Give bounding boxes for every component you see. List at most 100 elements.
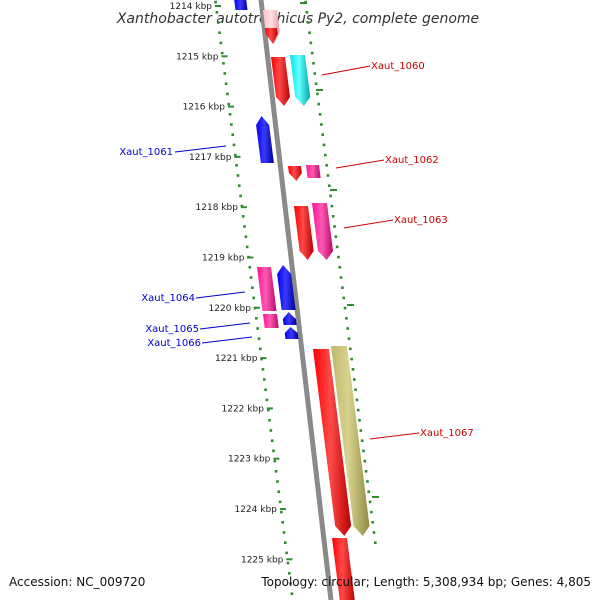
plus-track-dot xyxy=(341,286,344,289)
feature-xaut-1060-red[interactable] xyxy=(271,57,290,106)
ruler-dot xyxy=(256,327,259,330)
feature-xaut-1064-blue[interactable] xyxy=(277,265,296,310)
ruler-dot xyxy=(239,194,242,198)
plus-track-dot xyxy=(320,123,323,126)
leader-line-g1065 xyxy=(199,322,251,330)
plus-track-dot xyxy=(371,521,374,524)
plus-track-dot xyxy=(360,439,364,442)
feature-blue-top[interactable] xyxy=(234,0,248,10)
gene-label-g1064[interactable]: Xaut_1064 xyxy=(141,293,195,304)
ruler-dot xyxy=(214,0,217,4)
ruler-dot xyxy=(255,317,258,320)
feature-xaut-1065-blue[interactable] xyxy=(282,312,297,325)
plus-track-dot xyxy=(354,388,357,391)
gene-label-g1065[interactable]: Xaut_1065 xyxy=(145,324,199,335)
ruler-dot xyxy=(215,11,219,14)
plus-track-dot xyxy=(329,194,332,198)
ruler-dot xyxy=(237,184,241,187)
plus-track-dot xyxy=(325,164,328,167)
plus-track-dot xyxy=(355,398,359,402)
plus-track-dot xyxy=(306,21,310,24)
plus-track-dot xyxy=(347,337,351,340)
ruler-dot xyxy=(272,449,275,453)
plus-track-dot xyxy=(367,490,371,493)
feature-xaut-1067-khaki[interactable] xyxy=(331,346,370,536)
kbp-label: 1220 kbp xyxy=(209,304,252,314)
ruler-dot xyxy=(277,490,281,493)
ruler-dot xyxy=(261,368,265,371)
ruler-dot xyxy=(251,286,254,289)
ruler-dot xyxy=(226,92,229,96)
feature-xaut-1061[interactable] xyxy=(256,116,274,163)
ruler-dot xyxy=(216,21,220,24)
plus-track-dot xyxy=(356,408,360,412)
ruler-dot xyxy=(287,572,291,575)
accession-text: Accession: NC_009720 xyxy=(9,575,145,589)
feature-red-bottom[interactable] xyxy=(332,538,355,600)
plus-track-dot xyxy=(339,276,343,279)
plus-track-dot xyxy=(310,51,314,55)
plus-strand-ticks xyxy=(300,0,379,544)
plus-track-dot xyxy=(321,133,324,136)
ruler-dot xyxy=(243,225,246,228)
gene-label-g1067[interactable]: Xaut_1067 xyxy=(420,428,474,439)
plus-track-dot xyxy=(312,62,315,65)
feature-xaut-1062-red[interactable] xyxy=(288,166,302,181)
plus-track-dot xyxy=(324,153,327,157)
plus-track-dot xyxy=(359,429,363,432)
plus-track-dot xyxy=(330,204,334,208)
feature-xaut-1063-pink[interactable] xyxy=(312,203,333,260)
feature-xaut-1067-red[interactable] xyxy=(313,349,352,536)
ruler-dot xyxy=(273,459,277,463)
topology-text: Topology: circular; Length: 5,308,934 bp… xyxy=(260,575,591,589)
leader-line-g1060 xyxy=(321,65,371,76)
feature-xaut-1064-pink[interactable] xyxy=(257,267,277,311)
gene-label-g1060[interactable]: Xaut_1060 xyxy=(371,61,425,72)
ruler-dot xyxy=(265,398,269,402)
ruler-dot xyxy=(280,510,283,514)
plus-track-dot xyxy=(316,92,319,96)
ruler-dot xyxy=(282,531,286,534)
plus-track-dot xyxy=(364,470,368,473)
leader-line-g1063 xyxy=(343,219,394,229)
gene-label-g1063[interactable]: Xaut_1063 xyxy=(394,215,448,226)
kbp-label: 1214 kbp xyxy=(170,2,213,12)
plus-track-dot xyxy=(366,480,369,483)
plus-track-dot xyxy=(345,317,348,320)
plus-track-dot xyxy=(338,266,342,269)
gene-label-g1066[interactable]: Xaut_1066 xyxy=(147,338,201,349)
leader-line-g1062 xyxy=(335,159,385,169)
ruler-dot xyxy=(262,378,266,381)
gene-label-g1062[interactable]: Xaut_1062 xyxy=(385,155,439,166)
feature-xaut-1060-cyan[interactable] xyxy=(290,55,311,106)
plus-track-dot xyxy=(358,419,361,422)
kbp-label: 1225 kbp xyxy=(241,555,284,565)
kbp-ruler: 1214 kbp 1215 kbp 1216 kbp 1217 kbp 1218 kbp… xyxy=(170,0,294,595)
ruler-dot xyxy=(236,174,240,177)
ruler-dot xyxy=(240,204,244,208)
gene-features xyxy=(234,0,370,600)
plus-track-dot xyxy=(318,113,322,116)
kbp-label: 1219 kbp xyxy=(202,254,245,264)
feature-red-top[interactable] xyxy=(265,28,278,44)
plus-track-dot xyxy=(334,235,338,238)
plus-track-dot xyxy=(327,184,331,187)
ruler-dot xyxy=(259,347,262,351)
feature-xaut-1066[interactable] xyxy=(284,327,299,339)
feature-xaut-1063-red[interactable] xyxy=(294,206,314,260)
ruler-dot xyxy=(218,31,221,34)
ruler-dot xyxy=(224,82,228,85)
kbp-label: 1218 kbp xyxy=(196,203,239,213)
plus-track-dot xyxy=(349,347,352,351)
gene-label-g1061[interactable]: Xaut_1061 xyxy=(119,147,173,158)
feature-xaut-1065-pink[interactable] xyxy=(263,314,279,328)
ruler-dot xyxy=(244,235,248,238)
kbp-label: 1221 kbp xyxy=(215,354,258,364)
kbp-label: 1222 kbp xyxy=(222,404,265,414)
feature-xaut-1062-pink[interactable] xyxy=(306,165,321,178)
plus-track-dot xyxy=(362,449,365,453)
plus-track-dot xyxy=(350,357,353,361)
leader-line-g1061 xyxy=(174,145,227,153)
kbp-label: 1217 kbp xyxy=(189,153,232,163)
